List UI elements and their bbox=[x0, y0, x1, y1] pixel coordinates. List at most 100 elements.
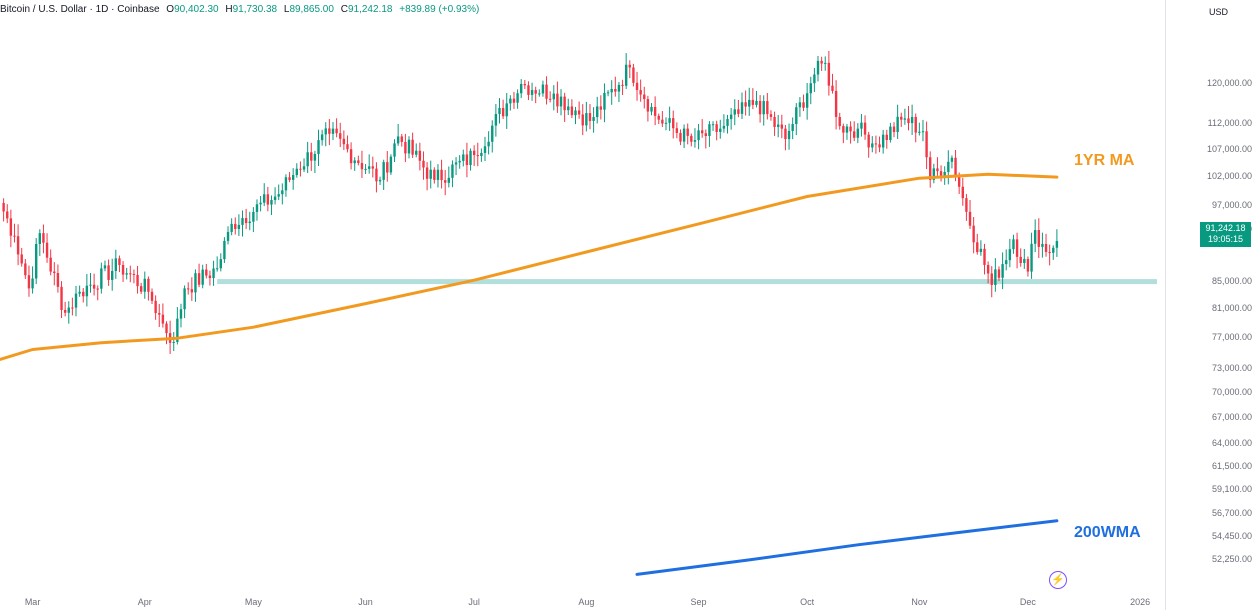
price-tick-label: 85,000.00 bbox=[1211, 275, 1252, 286]
candle-body bbox=[559, 96, 563, 107]
candle-body bbox=[129, 273, 132, 275]
candle-body bbox=[501, 108, 505, 117]
candle-body bbox=[881, 134, 885, 148]
candle-body bbox=[42, 233, 45, 243]
candle-body bbox=[769, 114, 773, 117]
candle-body bbox=[979, 248, 983, 253]
price-tick-label: 102,000.00 bbox=[1206, 171, 1252, 182]
candle-body bbox=[2, 202, 5, 212]
candle-body bbox=[418, 150, 422, 161]
candle-body bbox=[827, 62, 831, 86]
candle-body bbox=[462, 154, 465, 161]
candle-body bbox=[143, 278, 146, 292]
currency-button[interactable]: USD bbox=[1209, 7, 1229, 17]
candle-body bbox=[320, 134, 324, 141]
candle-body bbox=[577, 110, 581, 115]
candle-body bbox=[838, 116, 841, 127]
candle-body bbox=[24, 263, 27, 276]
candle-body bbox=[824, 62, 827, 64]
candle-body bbox=[357, 160, 360, 164]
candle-body bbox=[9, 218, 13, 236]
candle-body bbox=[422, 160, 425, 168]
candle-body bbox=[1055, 240, 1059, 248]
candle-body bbox=[96, 288, 99, 290]
candle-body bbox=[726, 119, 729, 126]
candle-body bbox=[776, 124, 780, 127]
candle-body bbox=[223, 240, 226, 260]
candle-body bbox=[436, 169, 440, 180]
candle-body bbox=[165, 323, 168, 334]
candle-body bbox=[335, 128, 338, 134]
candle-body bbox=[910, 116, 914, 124]
price-tick-label: 112,000.00 bbox=[1207, 117, 1252, 128]
candle-body bbox=[34, 243, 38, 279]
candle-body bbox=[820, 60, 823, 64]
candle-body bbox=[194, 273, 197, 293]
candle-body bbox=[646, 99, 650, 112]
candle-body bbox=[483, 146, 487, 153]
candle-body bbox=[201, 269, 204, 285]
candle-body bbox=[342, 138, 346, 145]
candle-body bbox=[606, 92, 610, 94]
candle-body bbox=[856, 128, 860, 138]
candle-body bbox=[574, 110, 577, 116]
candle-body bbox=[205, 269, 208, 276]
candle-body bbox=[668, 118, 671, 123]
candle-body bbox=[871, 143, 874, 148]
candle-body bbox=[729, 114, 733, 120]
candle-body bbox=[375, 168, 378, 182]
candle-body bbox=[13, 235, 16, 237]
candle-body bbox=[672, 118, 675, 129]
candle-body bbox=[349, 149, 353, 164]
candle-body bbox=[845, 126, 849, 133]
candle-body bbox=[650, 106, 653, 112]
candle-body bbox=[53, 271, 56, 274]
candle-body bbox=[346, 144, 349, 150]
price-tick-label: 107,000.00 bbox=[1206, 143, 1252, 154]
low-label: L bbox=[283, 4, 290, 15]
candle-body bbox=[451, 164, 454, 178]
candle-body bbox=[903, 118, 907, 120]
candle-body bbox=[469, 150, 472, 166]
candle-body bbox=[599, 106, 603, 110]
candle-body bbox=[552, 93, 555, 100]
candle-body bbox=[863, 122, 867, 135]
candle-body bbox=[411, 139, 414, 155]
candle-body bbox=[324, 128, 327, 135]
candle-body bbox=[929, 157, 932, 180]
candle-body bbox=[1037, 230, 1040, 247]
candle-body bbox=[624, 64, 628, 86]
candle-body bbox=[360, 163, 364, 170]
lightning-icon[interactable]: ⚡ bbox=[1049, 571, 1067, 589]
candle-body bbox=[317, 140, 320, 154]
candle-body bbox=[773, 116, 776, 127]
candle-body bbox=[465, 154, 469, 166]
candle-body bbox=[795, 107, 798, 125]
candle-body bbox=[476, 155, 479, 157]
candle-body bbox=[896, 116, 899, 133]
candle-body bbox=[183, 288, 186, 310]
symbol-label: Bitcoin / U.S. Dollar · 1D · Coinbase bbox=[0, 4, 160, 15]
candle-body bbox=[733, 109, 736, 115]
candle-body bbox=[67, 307, 70, 313]
candle-body bbox=[38, 233, 42, 244]
candle-body bbox=[614, 89, 617, 92]
close-label: C bbox=[340, 4, 348, 15]
candle-body bbox=[353, 160, 356, 164]
candle-body bbox=[1026, 258, 1030, 272]
candle-body bbox=[585, 113, 588, 126]
support-zone bbox=[217, 279, 1158, 285]
candle-body bbox=[704, 133, 708, 137]
candle-body bbox=[429, 169, 432, 179]
candle-body bbox=[472, 150, 476, 156]
candle-body bbox=[440, 169, 443, 181]
series-line-200wma bbox=[635, 519, 1059, 576]
candle-body bbox=[986, 264, 990, 274]
candle-body bbox=[1008, 249, 1012, 261]
candle-body bbox=[570, 106, 574, 116]
candle-body bbox=[737, 109, 740, 114]
candle-body bbox=[603, 92, 606, 110]
candle-body bbox=[1023, 258, 1026, 263]
